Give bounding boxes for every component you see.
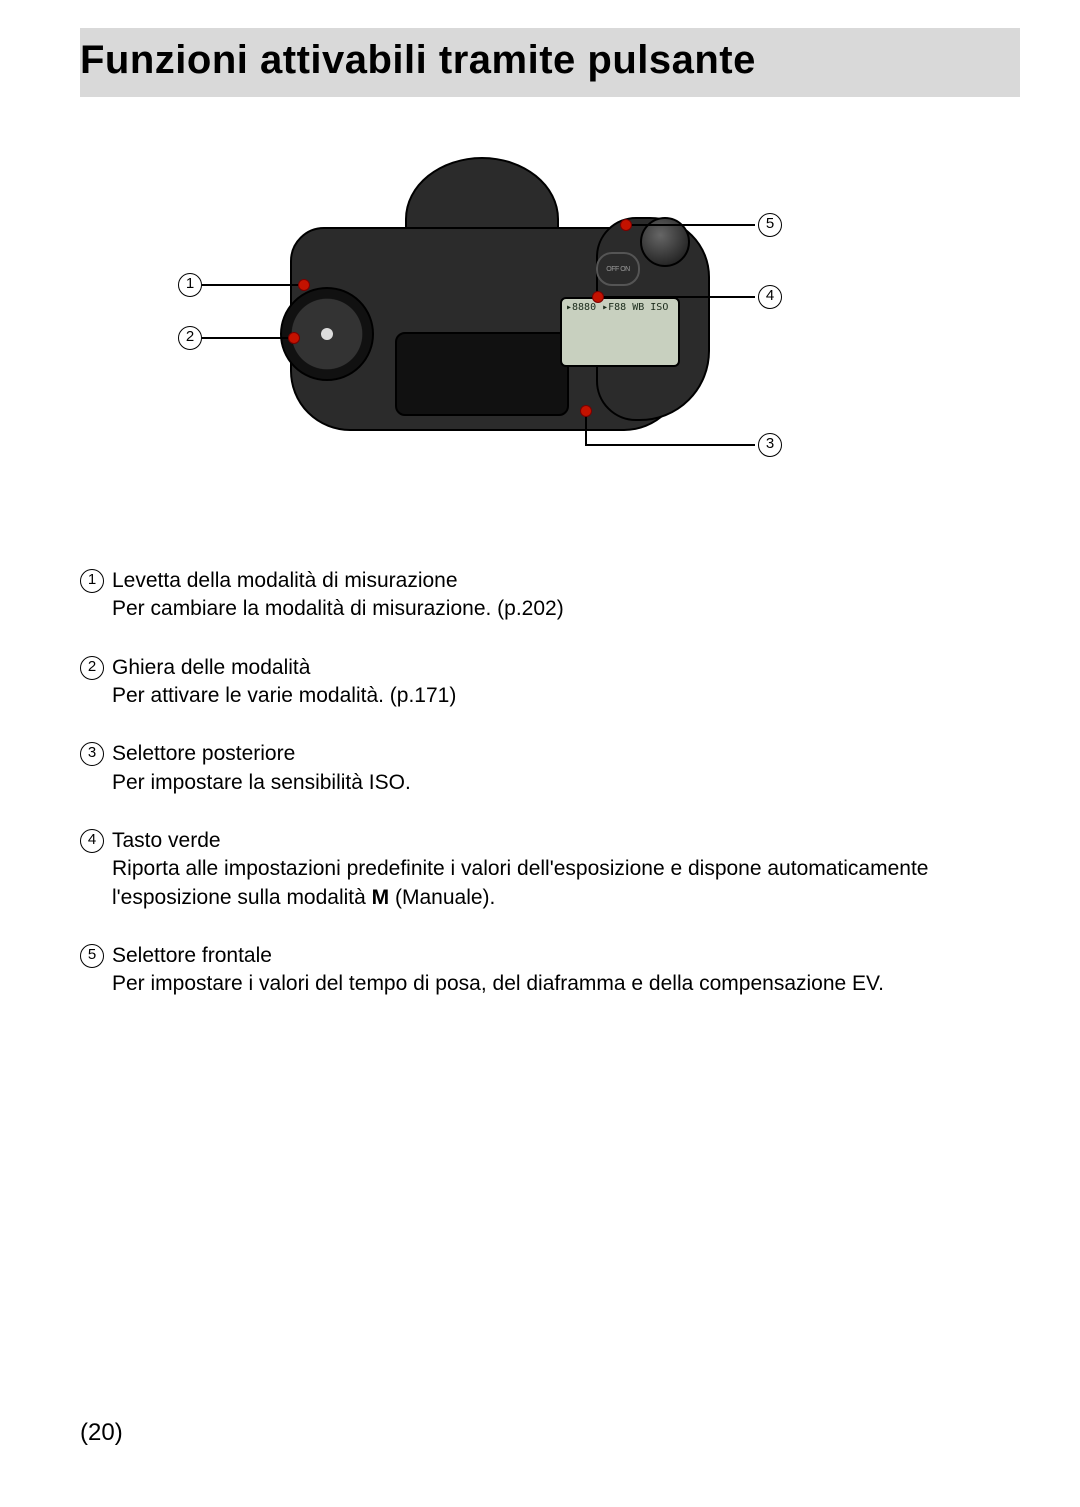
feature-title-1: Levetta della modalità di misurazione (112, 569, 458, 592)
camera-top-lcd: ▸8880 ▸F88 WB ISO (560, 297, 680, 367)
callout-dot-2 (288, 332, 300, 344)
feature-title-2: Ghiera delle modalità (112, 656, 310, 679)
feature-item-3: 3 Selettore posteriore Per impostare la … (80, 740, 1020, 797)
feature-title-3: Selettore posteriore (112, 742, 295, 765)
feature-num-5: 5 (80, 944, 104, 968)
feature-desc-4-pre: Riporta alle impostazioni predefinite i … (112, 857, 928, 908)
callout-line-2 (202, 337, 288, 339)
feature-title-5: Selettore frontale (112, 944, 272, 967)
callout-dot-1 (298, 279, 310, 291)
feature-desc-4: Riporta alle impostazioni predefinite i … (112, 855, 1020, 912)
feature-list: 1 Levetta della modalità di misurazione … (80, 567, 1020, 999)
page-title: Funzioni attivabili tramite pulsante (80, 38, 1020, 83)
callout-number-5: 5 (758, 213, 782, 237)
feature-num-3: 3 (80, 742, 104, 766)
callout-dot-4 (592, 291, 604, 303)
callout-line-4 (602, 296, 755, 298)
title-bar: Funzioni attivabili tramite pulsante (80, 28, 1020, 97)
feature-desc-4-post: (Manuale). (389, 886, 495, 909)
feature-num-1: 1 (80, 569, 104, 593)
feature-item-2: 2 Ghiera delle modalità Per attivare le … (80, 654, 1020, 711)
feature-desc-2: Per attivare le varie modalità. (p.171) (112, 682, 1020, 710)
callout-line-1 (202, 284, 298, 286)
callout-line-3b (585, 444, 755, 446)
feature-num-2: 2 (80, 656, 104, 680)
camera-diagram: OFF ON ▸8880 ▸F88 WB ISO 1 2 5 4 3 (80, 137, 1020, 477)
callout-number-4: 4 (758, 285, 782, 309)
feature-title-4: Tasto verde (112, 829, 221, 852)
feature-desc-4-bold: M (372, 886, 390, 909)
callout-dot-3 (580, 405, 592, 417)
feature-desc-3: Per impostare la sensibilità ISO. (112, 769, 1020, 797)
camera-lens-mount (395, 332, 569, 416)
callout-number-2: 2 (178, 326, 202, 350)
page-number: (20) (80, 1419, 123, 1447)
feature-num-4: 4 (80, 829, 104, 853)
feature-item-1: 1 Levetta della modalità di misurazione … (80, 567, 1020, 624)
feature-item-5: 5 Selettore frontale Per impostare i val… (80, 942, 1020, 999)
manual-page: Funzioni attivabili tramite pulsante OFF… (0, 0, 1080, 1507)
camera-on-off-switch: OFF ON (596, 252, 640, 286)
feature-item-4: 4 Tasto verde Riporta alle impostazioni … (80, 827, 1020, 912)
callout-line-3a (585, 415, 587, 445)
feature-desc-1: Per cambiare la modalità di misurazione.… (112, 595, 1020, 623)
feature-desc-5: Per impostare i valori del tempo di posa… (112, 970, 1020, 998)
callout-line-5 (630, 224, 755, 226)
callout-number-1: 1 (178, 273, 202, 297)
callout-dot-5 (620, 219, 632, 231)
callout-number-3: 3 (758, 433, 782, 457)
camera-illustration: OFF ON ▸8880 ▸F88 WB ISO (270, 157, 700, 447)
